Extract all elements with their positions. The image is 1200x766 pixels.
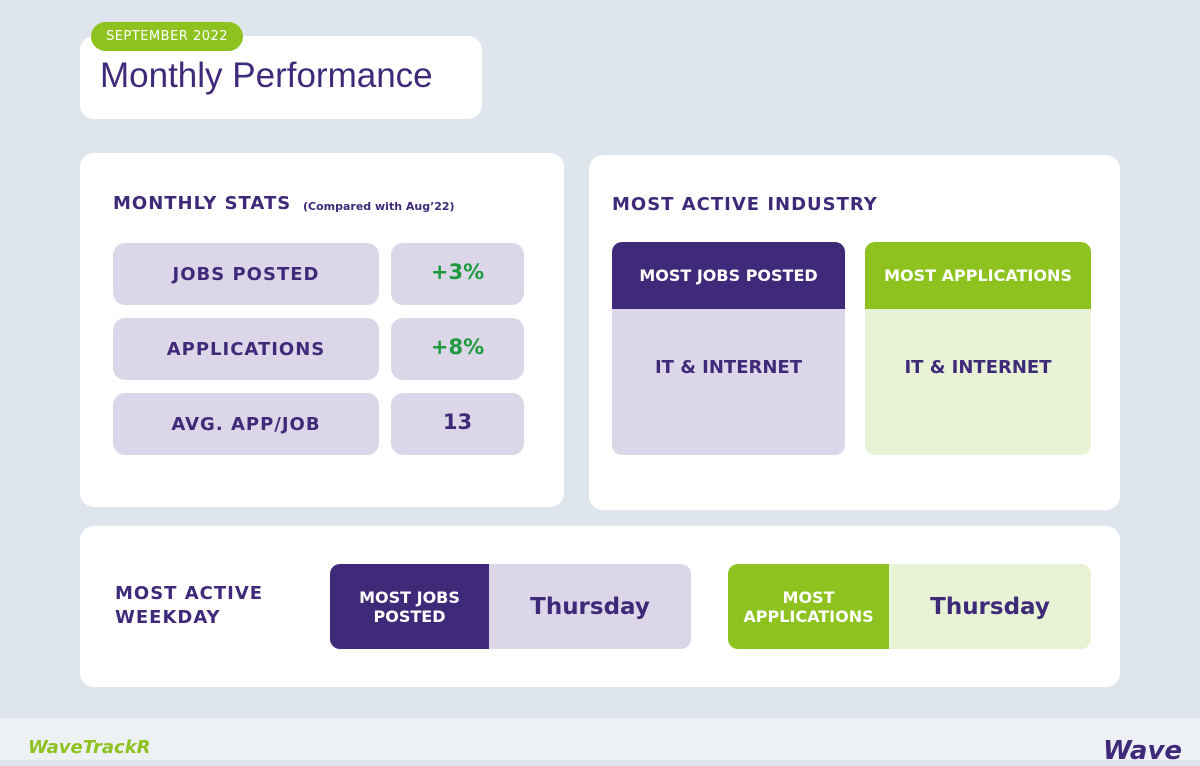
stat-value: +8% bbox=[391, 318, 524, 380]
weekday-value: Thursday bbox=[889, 564, 1091, 649]
weekday-label: MOST JOBS POSTED bbox=[330, 564, 489, 649]
industry-label: MOST JOBS POSTED bbox=[612, 242, 845, 309]
industry-title: MOST ACTIVE INDUSTRY bbox=[612, 194, 878, 215]
page-title: Monthly Performance bbox=[100, 56, 433, 95]
weekday-label: MOST APPLICATIONS bbox=[728, 564, 889, 649]
footer bbox=[0, 718, 1200, 760]
stat-value: 13 bbox=[391, 393, 524, 455]
stat-label: JOBS POSTED bbox=[113, 243, 379, 305]
stat-value: +3% bbox=[391, 243, 524, 305]
stat-label: APPLICATIONS bbox=[113, 318, 379, 380]
date-badge: SEPTEMBER 2022 bbox=[91, 22, 243, 51]
stat-label: AVG. APP/JOB bbox=[113, 393, 379, 455]
stats-note: (Compared with Aug’22) bbox=[303, 200, 455, 213]
weekday-value: Thursday bbox=[489, 564, 691, 649]
weekday-title: MOST ACTIVE WEEKDAY bbox=[115, 583, 264, 628]
industry-value: IT & INTERNET bbox=[865, 309, 1091, 455]
industry-value: IT & INTERNET bbox=[612, 309, 845, 455]
footer-brand: WaveTrackR bbox=[28, 737, 151, 758]
industry-label: MOST APPLICATIONS bbox=[865, 242, 1091, 309]
stats-title: MONTHLY STATS bbox=[113, 193, 292, 214]
footer-logo: Wave bbox=[1103, 736, 1183, 766]
